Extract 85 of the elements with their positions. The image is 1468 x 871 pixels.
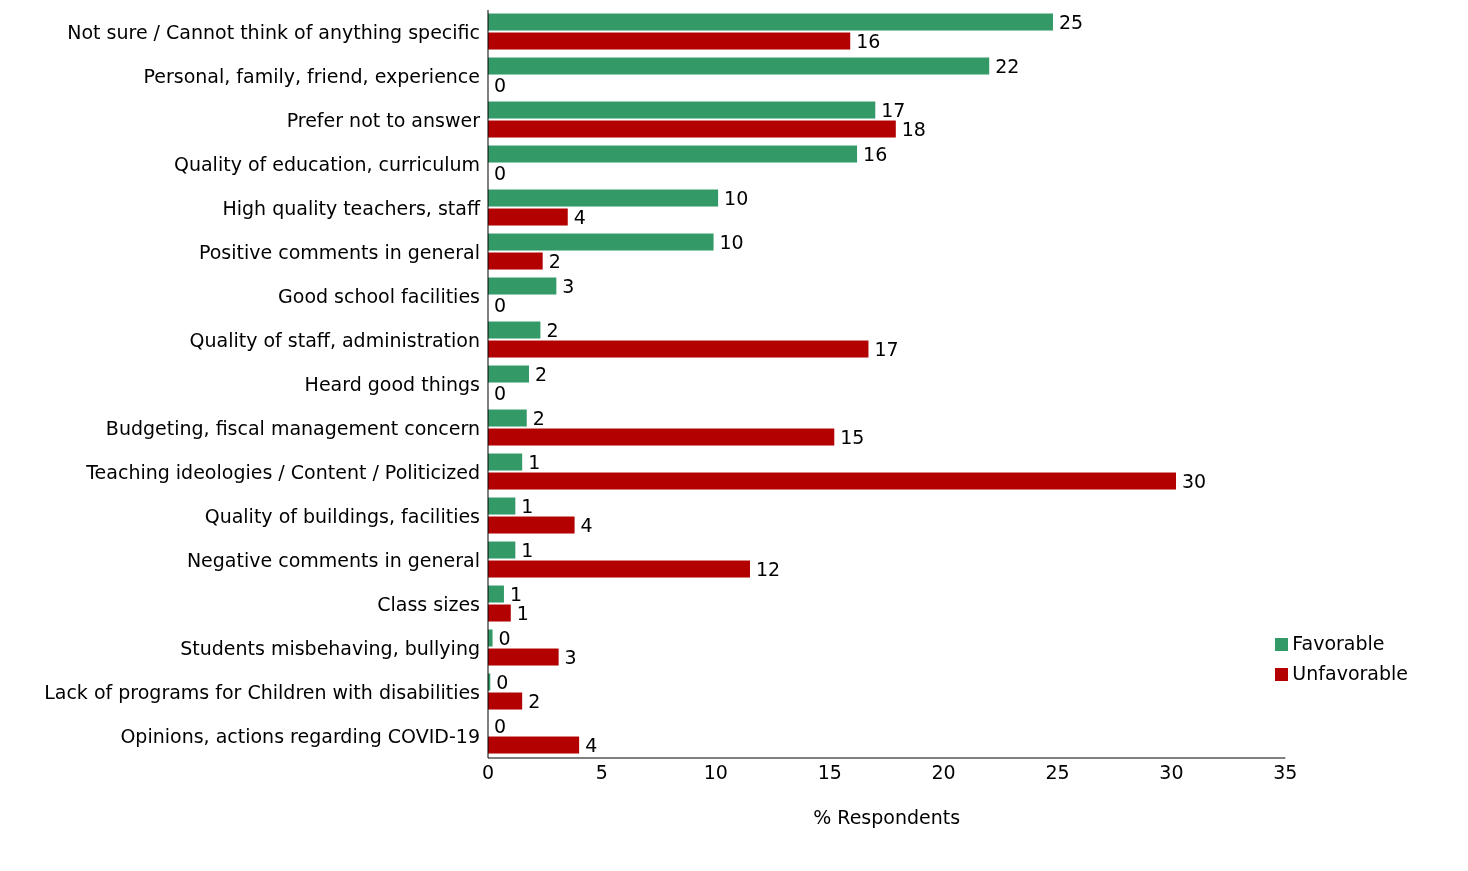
data-label: 0 [496, 671, 509, 694]
y-tick-label: Quality of staff, administration [189, 328, 480, 351]
x-axis-title: % Respondents [813, 806, 961, 828]
data-label: 4 [580, 514, 593, 537]
x-tick-label: 35 [1273, 761, 1298, 784]
x-tick-label: 25 [1045, 761, 1070, 784]
data-label: 25 [1058, 11, 1084, 34]
y-tick-label: Budgeting, fiscal management concern [105, 416, 480, 439]
data-label: 1 [521, 539, 534, 562]
bar [488, 365, 530, 383]
data-label: 22 [995, 55, 1020, 78]
data-label: 4 [585, 734, 598, 757]
data-label: 4 [573, 206, 586, 229]
bar [488, 648, 559, 666]
x-tick-label: 30 [1159, 761, 1184, 784]
y-tick-label: Not sure / Cannot think of anything specific [67, 20, 480, 43]
data-label: 2 [532, 407, 545, 430]
data-label: 2 [528, 690, 541, 713]
bar [488, 692, 523, 710]
data-label: 3 [564, 646, 577, 669]
data-label: 0 [498, 627, 511, 650]
data-label: 0 [494, 715, 507, 738]
y-tick-label: Teaching ideologies / Content / Politicized [85, 460, 480, 483]
y-tick-label: Prefer not to answer [286, 108, 481, 131]
data-label: 0 [494, 162, 507, 185]
data-label: 2 [546, 319, 559, 342]
bar [488, 560, 750, 578]
x-tick-label: 15 [817, 761, 842, 784]
bar [488, 208, 568, 226]
data-label: 10 [719, 231, 744, 254]
bar [488, 340, 869, 358]
bar [488, 604, 511, 622]
bar [488, 736, 580, 754]
bar [488, 57, 990, 75]
y-tick-label: Heard good things [304, 372, 480, 395]
bar [488, 233, 714, 251]
data-label: 1 [528, 451, 541, 474]
y-tick-label: Negative comments in general [186, 548, 480, 571]
bar [488, 252, 543, 270]
bar [488, 541, 516, 559]
y-tick-label: Good school facilities [278, 284, 480, 307]
y-tick-label: Class sizes [377, 592, 480, 615]
y-tick-label: Lack of programs for Children with disabilities [44, 680, 480, 703]
data-label: 12 [755, 558, 781, 581]
data-label: 2 [535, 363, 548, 386]
data-label: 3 [562, 275, 575, 298]
data-label: 17 [874, 338, 899, 361]
data-label: 0 [494, 382, 507, 405]
data-label: 2 [548, 250, 561, 273]
data-label: 16 [856, 30, 881, 53]
data-label: 30 [1182, 470, 1207, 493]
data-label: 0 [494, 74, 507, 97]
bar [488, 472, 1177, 490]
bar [488, 453, 523, 471]
data-label: 0 [494, 294, 507, 317]
bar [488, 277, 557, 295]
data-label: 10 [724, 187, 749, 210]
bar [488, 428, 835, 446]
y-tick-label: Students misbehaving, bullying [180, 636, 480, 659]
y-tick-label: Positive comments in general [198, 240, 480, 263]
bar [488, 321, 541, 339]
data-label: 15 [840, 426, 865, 449]
bar [488, 145, 858, 163]
bar [488, 189, 719, 207]
x-tick-label: 0 [481, 761, 495, 784]
data-label: 16 [863, 143, 888, 166]
x-tick-label: 10 [703, 761, 728, 784]
y-tick-label: Personal, family, friend, experience [143, 64, 480, 87]
bar [488, 497, 516, 515]
bar [488, 585, 504, 603]
bar [488, 120, 896, 138]
bar [488, 101, 876, 119]
legend-label: Favorable [1292, 632, 1385, 654]
legend-label: Unfavorable [1292, 662, 1408, 684]
bar [488, 409, 527, 427]
bar [488, 32, 851, 50]
x-tick-label: 20 [931, 761, 956, 784]
bar [488, 13, 1053, 31]
y-tick-label: Quality of buildings, facilities [204, 504, 480, 527]
y-tick-label: High quality teachers, staff [222, 196, 481, 219]
y-tick-label: Opinions, actions regarding COVID-19 [120, 724, 480, 747]
x-tick-label: 5 [595, 761, 608, 784]
y-tick-label: Quality of education, curriculum [173, 152, 480, 175]
bar [488, 516, 575, 534]
data-label: 1 [521, 495, 534, 518]
